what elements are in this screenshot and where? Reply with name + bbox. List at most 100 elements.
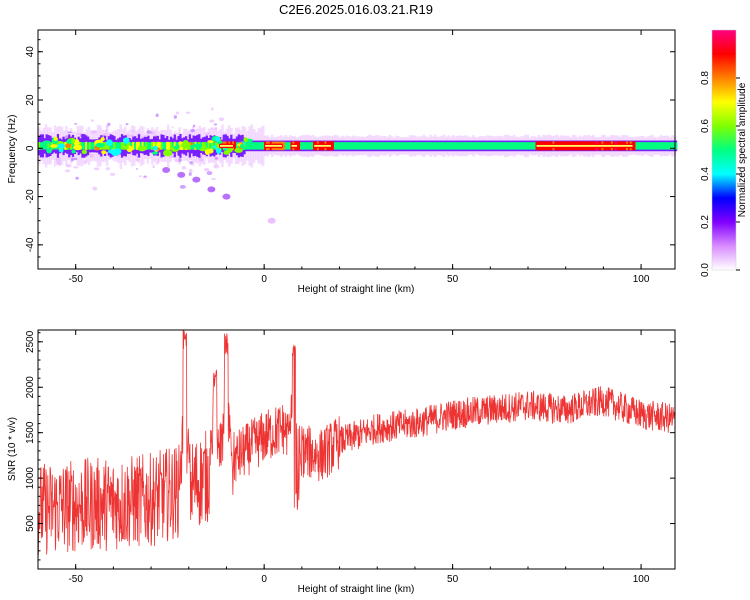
- band-core: [377, 142, 380, 150]
- band-core: [375, 142, 378, 150]
- band-core: [424, 142, 427, 150]
- band-core: [298, 141, 301, 151]
- band-core: [260, 142, 263, 150]
- spectral-speckle: [91, 130, 97, 134]
- band-blob: [65, 143, 72, 149]
- colorbar-tick-label: 0.0: [700, 263, 711, 277]
- band-core: [333, 142, 337, 150]
- band-core: [673, 142, 676, 150]
- band-blob: [115, 143, 120, 151]
- colorbar-tick-label: 0.6: [700, 119, 711, 133]
- band-blob: [42, 140, 51, 144]
- band-core: [437, 142, 440, 150]
- band-core: [235, 142, 239, 150]
- band-core: [288, 142, 291, 150]
- snr-x-tick-label: -50: [68, 574, 83, 585]
- spectral-speckle: [105, 124, 109, 128]
- spectral-speckle: [214, 127, 218, 130]
- band-core: [164, 142, 167, 150]
- band-core: [201, 142, 205, 150]
- band-blob: [50, 144, 58, 148]
- band-core: [392, 142, 395, 150]
- band-core: [90, 142, 93, 150]
- x-tick-label: 50: [447, 274, 459, 285]
- band-core: [38, 141, 41, 150]
- band-core: [465, 142, 469, 150]
- spectral-speckle: [201, 158, 204, 162]
- band-core: [47, 141, 50, 150]
- band-core: [654, 142, 657, 150]
- x-tick-label: 0: [261, 274, 267, 285]
- band-core: [386, 142, 389, 150]
- band-core: [305, 142, 308, 150]
- spectral-speckle: [146, 130, 152, 134]
- band-peak-core: [265, 144, 282, 147]
- band-core: [262, 142, 265, 150]
- band-core: [373, 142, 376, 150]
- spectral-speckle: [188, 168, 193, 174]
- spectral-speckle: [89, 153, 94, 158]
- spectral-speckle: [168, 156, 172, 159]
- band-core: [43, 142, 46, 150]
- band-core: [347, 142, 350, 150]
- band-core: [132, 141, 135, 150]
- band-core: [497, 142, 501, 150]
- band-core: [458, 142, 461, 150]
- band-core: [203, 142, 207, 150]
- band-core: [499, 142, 502, 150]
- band-core: [441, 142, 444, 150]
- band-core: [350, 142, 354, 150]
- band-core: [286, 142, 289, 150]
- band-core: [301, 142, 305, 150]
- band-blob: [57, 143, 66, 149]
- spectrogram-x-ticks: -50 0 50 100: [37, 30, 650, 285]
- snr-frame: [37, 329, 676, 570]
- band-core: [258, 142, 261, 150]
- snr-x-axis-label: Height of straight line (km): [298, 584, 415, 595]
- band-core: [401, 142, 404, 150]
- tail-blob: [177, 171, 186, 178]
- band-core: [88, 142, 92, 150]
- snr-y-tick-label: 2000: [25, 376, 36, 399]
- snr-y-tick-label: 500: [25, 515, 36, 532]
- snr-y-axis-label: SNR (10 * v/v): [7, 417, 18, 481]
- spectral-speckle: [150, 131, 156, 136]
- band-blob: [53, 136, 58, 142]
- spectral-speckle: [203, 167, 210, 172]
- colorbar-tick-label: 0.4: [700, 167, 711, 181]
- spectral-speckle: [179, 184, 186, 189]
- spectral-speckle: [207, 171, 211, 174]
- band-core: [145, 141, 148, 150]
- band-core: [107, 142, 110, 150]
- band-blob: [181, 141, 191, 149]
- band-core: [309, 142, 312, 150]
- spectral-speckle: [93, 167, 100, 171]
- spectral-speckle: [105, 128, 108, 133]
- band-core: [531, 142, 534, 150]
- band-core: [661, 142, 665, 150]
- band-core: [411, 142, 414, 150]
- band-core: [371, 142, 374, 150]
- spectral-speckle: [64, 169, 71, 173]
- spectral-speckle: [174, 158, 180, 163]
- x-tick-label: 100: [633, 274, 650, 285]
- band-blob: [71, 149, 76, 154]
- band-blob: [101, 150, 107, 155]
- band-core: [652, 142, 655, 150]
- band-core: [399, 142, 403, 150]
- band-core: [471, 142, 474, 150]
- spectral-speckle: [183, 128, 188, 131]
- band-core: [516, 142, 519, 150]
- band-core: [494, 142, 497, 150]
- band-core: [111, 142, 114, 150]
- band-core: [430, 142, 433, 150]
- band-core: [45, 142, 48, 150]
- band-core: [143, 142, 146, 150]
- spectral-speckle: [214, 156, 219, 160]
- band-blob: [152, 145, 158, 151]
- band-core: [119, 142, 122, 150]
- band-blob: [122, 137, 130, 144]
- band-core: [113, 142, 116, 150]
- band-core: [403, 142, 406, 150]
- colorbar-tick-label: 0.8: [700, 71, 711, 85]
